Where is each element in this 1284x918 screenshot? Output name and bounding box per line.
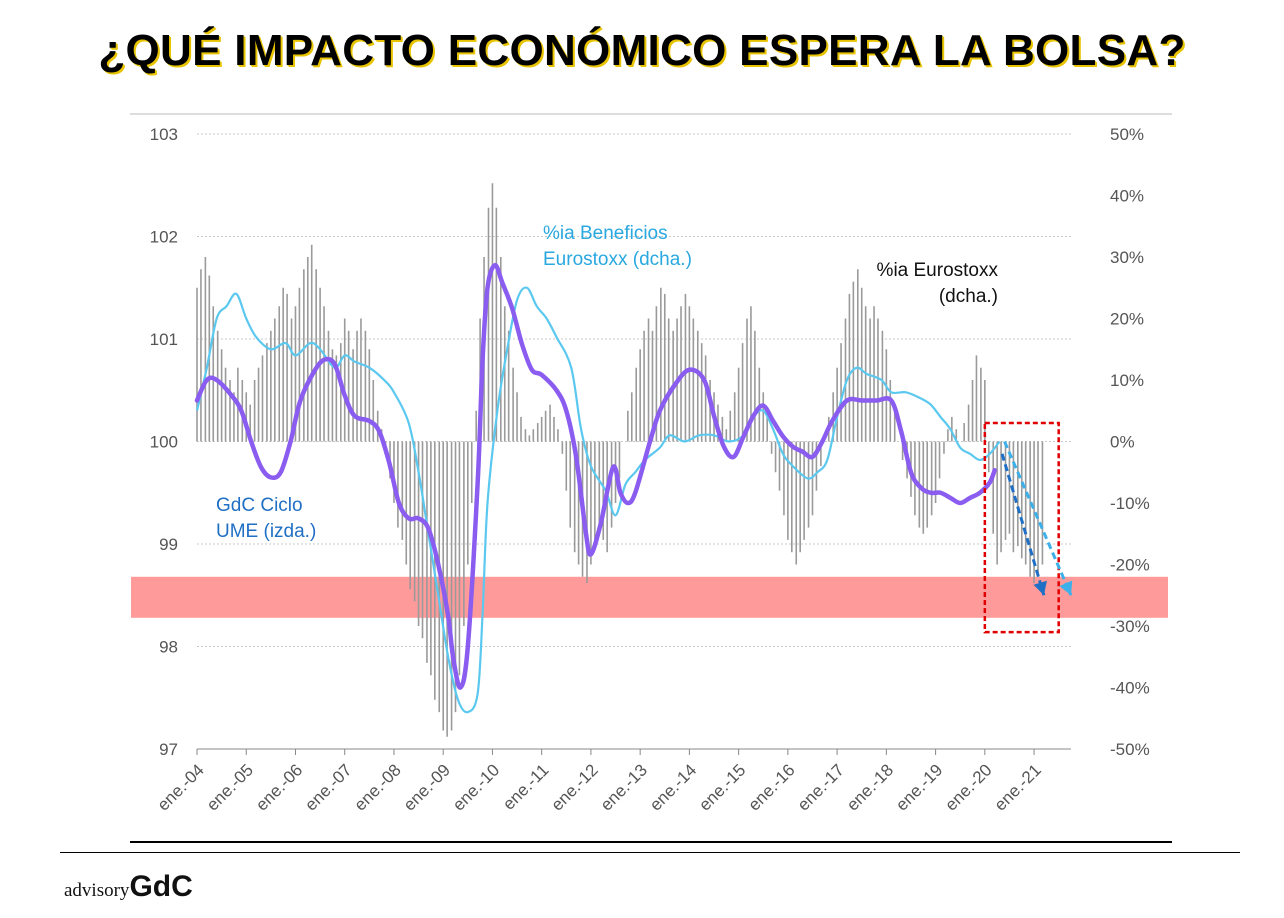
- beneficios-annotation: %ia Beneficios: [543, 223, 668, 244]
- y-left-tick-label: 102: [150, 228, 178, 247]
- ciclo-annotation: UME (izda.): [216, 521, 316, 542]
- beneficios-forecast-arrow: [1003, 440, 1073, 596]
- ciclo-line: [194, 263, 997, 690]
- y-right-tick-label: 30%: [1110, 248, 1144, 267]
- ciclo-forecast-arrowhead: [1033, 580, 1047, 596]
- y-right-tick-label: 10%: [1110, 371, 1144, 390]
- x-tick-label: ene.-11: [499, 760, 552, 813]
- x-tick-label: ene.-17: [794, 760, 848, 814]
- eurostoxx-annotation: %ia Eurostoxx: [877, 260, 999, 281]
- x-tick-label: ene.-19: [892, 760, 946, 814]
- x-tick-label: ene.-10: [449, 760, 503, 814]
- forecast-box: [983, 421, 1060, 634]
- y-left-tick-label: 97: [159, 740, 178, 759]
- page-title: ¿QUÉ IMPACTO ECONÓMICO ESPERA LA BOLSA?: [98, 26, 1186, 75]
- y-left-tick-label: 101: [150, 330, 178, 349]
- beneficios-annotation: Eurostoxx (dcha.): [543, 249, 692, 270]
- x-tick-label: ene.-08: [351, 760, 405, 814]
- x-tick-label: ene.-18: [843, 760, 897, 814]
- y-left-tick-label: 100: [150, 433, 178, 452]
- ciclo-forecast-arrow: [1000, 453, 1046, 596]
- x-tick-label: ene.-20: [941, 760, 995, 814]
- y-left-tick-label: 98: [159, 638, 178, 657]
- x-tick-label: ene.-15: [695, 760, 749, 814]
- y-right-tick-label: 50%: [1110, 125, 1144, 144]
- y-right-tick-label: 0%: [1110, 433, 1135, 452]
- logo-text-gdc: GdC: [129, 870, 193, 903]
- eurostoxx-annotation: (dcha.): [939, 286, 998, 307]
- y-right-tick-label: -40%: [1110, 679, 1150, 698]
- beneficios-line: [195, 286, 1001, 714]
- x-tick-label: ene.-16: [744, 760, 798, 814]
- x-tick-label: ene.-14: [646, 760, 700, 814]
- y-right-tick-label: -20%: [1110, 556, 1150, 575]
- y-left-tick-label: 99: [159, 535, 178, 554]
- y-right-tick-label: -10%: [1110, 494, 1150, 513]
- x-tick-label: ene.-06: [252, 760, 306, 814]
- x-tick-label: ene.-04: [154, 760, 208, 814]
- x-tick-label: ene.-09: [400, 760, 454, 814]
- x-tick-label: ene.-05: [203, 760, 257, 814]
- y-left-tick-label: 103: [150, 125, 178, 144]
- beneficios-forecast-arrowhead: [1059, 580, 1073, 596]
- shaded-band: [131, 576, 1168, 618]
- logo-text-advisory: advisory: [64, 880, 130, 901]
- x-tick-label: ene.-07: [301, 760, 355, 814]
- ciclo-annotation: GdC Ciclo: [216, 495, 303, 516]
- x-tick-label: ene.-12: [548, 760, 602, 814]
- x-tick-label: ene.-13: [597, 760, 651, 814]
- y-right-tick-label: 20%: [1110, 310, 1144, 329]
- footer-rule: [60, 852, 1240, 853]
- y-right-tick-label: 40%: [1110, 187, 1144, 206]
- logo: advisoryGdC: [64, 870, 193, 904]
- y-right-tick-label: -30%: [1110, 617, 1150, 636]
- y-right-tick-label: -50%: [1110, 740, 1150, 759]
- x-tick-label: ene.-21: [991, 760, 1045, 814]
